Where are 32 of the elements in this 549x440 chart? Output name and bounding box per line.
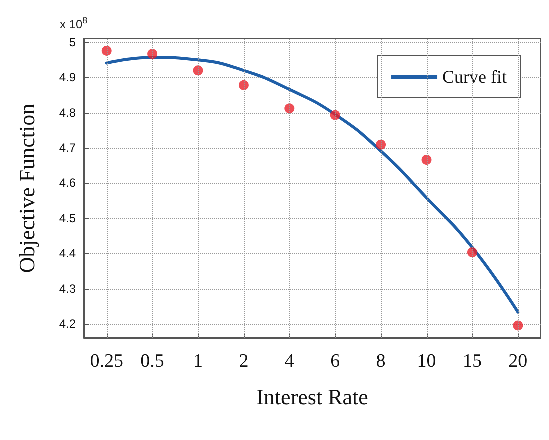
y-tick-label: 4.3 — [59, 282, 76, 296]
point — [376, 140, 386, 150]
point — [148, 49, 158, 60]
point — [422, 155, 432, 166]
point — [284, 104, 295, 114]
x-tick-label: 0.5 — [140, 351, 164, 372]
y-axis-title: Objective Function — [14, 104, 40, 274]
point — [238, 80, 249, 90]
point — [467, 248, 478, 258]
y-tick-label: 4.8 — [59, 106, 76, 120]
x-tick-label: 1 — [194, 351, 203, 372]
x-tick-label: 0.25 — [90, 351, 124, 372]
x-tick-label: 20 — [508, 351, 528, 372]
x-tick-label: 4 — [284, 351, 295, 372]
y-tick-label: 4.2 — [59, 316, 76, 331]
point — [330, 110, 340, 120]
legend-label: Curve fit — [442, 67, 508, 87]
y-tick-label: 4.5 — [59, 211, 76, 226]
point — [193, 66, 204, 76]
point — [513, 320, 524, 331]
y-tick-label: 4.7 — [59, 141, 76, 156]
x-tick-label: 8 — [376, 351, 386, 372]
x-tick-label: 15 — [462, 351, 482, 372]
y-tick-label: 4.6 — [59, 176, 76, 190]
y-tick-label: 4.9 — [59, 70, 76, 85]
x-tick-label: 2 — [239, 351, 249, 372]
y-tick-label: 5 — [69, 36, 76, 50]
y-tick-label: 4.4 — [59, 246, 76, 261]
x-axis-title: Interest Rate — [256, 384, 368, 410]
point — [102, 46, 112, 56]
x-tick-label: 6 — [330, 351, 340, 372]
x-tick-label: 10 — [417, 351, 436, 372]
